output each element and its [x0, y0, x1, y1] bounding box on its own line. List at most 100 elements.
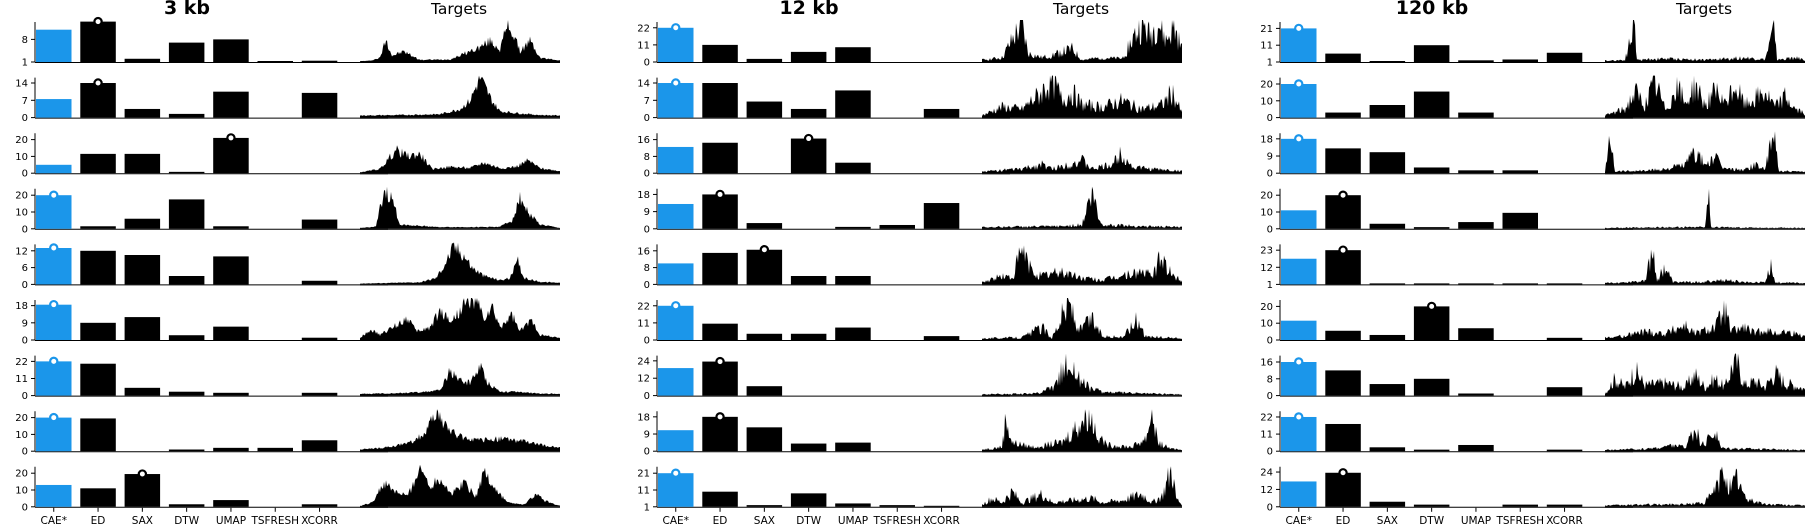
category-label: ED: [91, 515, 106, 527]
bar-cae: [1281, 362, 1317, 396]
bar-ed: [702, 361, 738, 396]
bar-cae: [36, 195, 72, 229]
bar-umap: [1458, 60, 1494, 62]
bar-ed: [702, 194, 738, 229]
bar-dtw: [168, 42, 205, 62]
best-marker: [759, 245, 770, 255]
y-tick-label: 22: [637, 23, 650, 34]
bar-dtw: [168, 199, 205, 229]
bar-tsfresh: [879, 224, 915, 229]
bar-ed: [1325, 112, 1361, 118]
bar-umap: [213, 326, 249, 340]
row-7: 0 11 22: [1260, 411, 1805, 458]
y-tick-label: 0: [644, 58, 650, 69]
row-6: 0 12 24: [637, 353, 1182, 402]
y-tick-label: 16: [637, 246, 650, 257]
target-signal: [360, 242, 560, 285]
y-tick-label: 11: [1260, 41, 1273, 52]
best-marker: [1294, 134, 1304, 144]
target-signal: [360, 75, 560, 118]
bar-tsfresh: [257, 61, 293, 62]
bar-dtw: [168, 391, 205, 396]
y-tick-label: 0: [22, 391, 28, 402]
bar-sax: [746, 249, 783, 285]
row-1: 0 10 20: [1260, 75, 1805, 124]
y-tick-label: 0: [1267, 391, 1273, 402]
y-tick-label: 8: [644, 152, 650, 163]
target-signal: [982, 245, 1182, 285]
y-tick-label: 0: [22, 113, 28, 124]
bar-umap: [213, 39, 249, 62]
y-tick-label: 20: [15, 135, 28, 146]
y-tick-label: 9: [22, 318, 28, 329]
bar-cae: [658, 146, 694, 174]
y-tick-label: 6: [22, 263, 28, 274]
row-1: 0 7 14: [637, 75, 1182, 124]
category-label: SAX: [132, 515, 153, 527]
bar-cae: [36, 484, 72, 507]
bar-ed: [80, 418, 116, 452]
bar-cae: [36, 417, 72, 452]
bar-cae: [36, 248, 72, 285]
row-0: 18: [22, 16, 560, 69]
bar-umap: [213, 392, 249, 396]
bar-dtw: [1413, 167, 1450, 174]
row-4: 0 6 12: [15, 242, 560, 291]
y-tick-label: 21: [1260, 24, 1273, 35]
y-tick-label: 22: [637, 301, 650, 312]
y-tick-label: 1: [22, 58, 28, 69]
bar-dtw: [1413, 45, 1450, 62]
row-4: 0 8 16: [637, 244, 1182, 291]
bar-tsfresh: [257, 447, 293, 452]
bar-tsfresh: [1502, 170, 1538, 174]
y-tick-label: 0: [22, 336, 28, 347]
row-4: 1 12 23: [1260, 244, 1805, 291]
best-marker: [226, 133, 236, 143]
category-label: XCORR: [1546, 515, 1583, 527]
chart-title: 3 kb: [164, 0, 210, 19]
y-tick-label: 9: [644, 207, 650, 218]
row-2: 0 8 16: [637, 133, 1182, 180]
chart-group-0: 3 kb Targets18071401020010200612091801122…: [15, 0, 560, 527]
bar-ed: [1325, 472, 1361, 507]
bar-dtw: [1413, 504, 1450, 507]
bar-xcorr: [301, 392, 338, 396]
bar-tsfresh: [1502, 504, 1538, 507]
bar-umap: [213, 500, 249, 507]
y-tick-label: 8: [1267, 374, 1273, 385]
bar-cae: [658, 27, 694, 62]
bar-ed: [1325, 53, 1361, 62]
bar-umap: [835, 442, 871, 452]
target-signal: [1605, 300, 1805, 340]
target-signal: [982, 75, 1182, 118]
row-2: 0 10 20: [15, 133, 560, 180]
row-8: 0 10 20: [15, 464, 560, 513]
row-3: 0 10 20: [15, 186, 560, 235]
bar-xcorr: [1546, 337, 1583, 340]
best-marker: [715, 189, 725, 200]
bar-cae: [1281, 258, 1317, 285]
target-signal: [360, 186, 560, 229]
target-signal: [982, 298, 1182, 340]
y-tick-label: 0: [22, 447, 28, 458]
bar-xcorr: [1546, 52, 1583, 62]
best-marker: [49, 412, 59, 423]
bar-cae: [658, 430, 694, 452]
y-tick-label: 10: [1260, 208, 1273, 219]
y-tick-label: 20: [1260, 191, 1273, 202]
bar-ed: [80, 21, 116, 62]
targets-title: Targets: [430, 0, 487, 18]
bar-umap: [835, 276, 871, 285]
y-tick-label: 0: [644, 280, 650, 291]
row-6: 0 8 16: [1260, 353, 1805, 402]
y-tick-label: 24: [637, 356, 650, 367]
bar-sax: [124, 218, 161, 229]
y-tick-label: 18: [637, 190, 650, 201]
bar-dtw: [790, 51, 827, 62]
category-label: CAE*: [41, 515, 67, 527]
category-label: XCORR: [923, 515, 960, 527]
best-marker: [137, 469, 148, 479]
bar-ed: [80, 153, 116, 174]
y-tick-label: 20: [15, 191, 28, 202]
